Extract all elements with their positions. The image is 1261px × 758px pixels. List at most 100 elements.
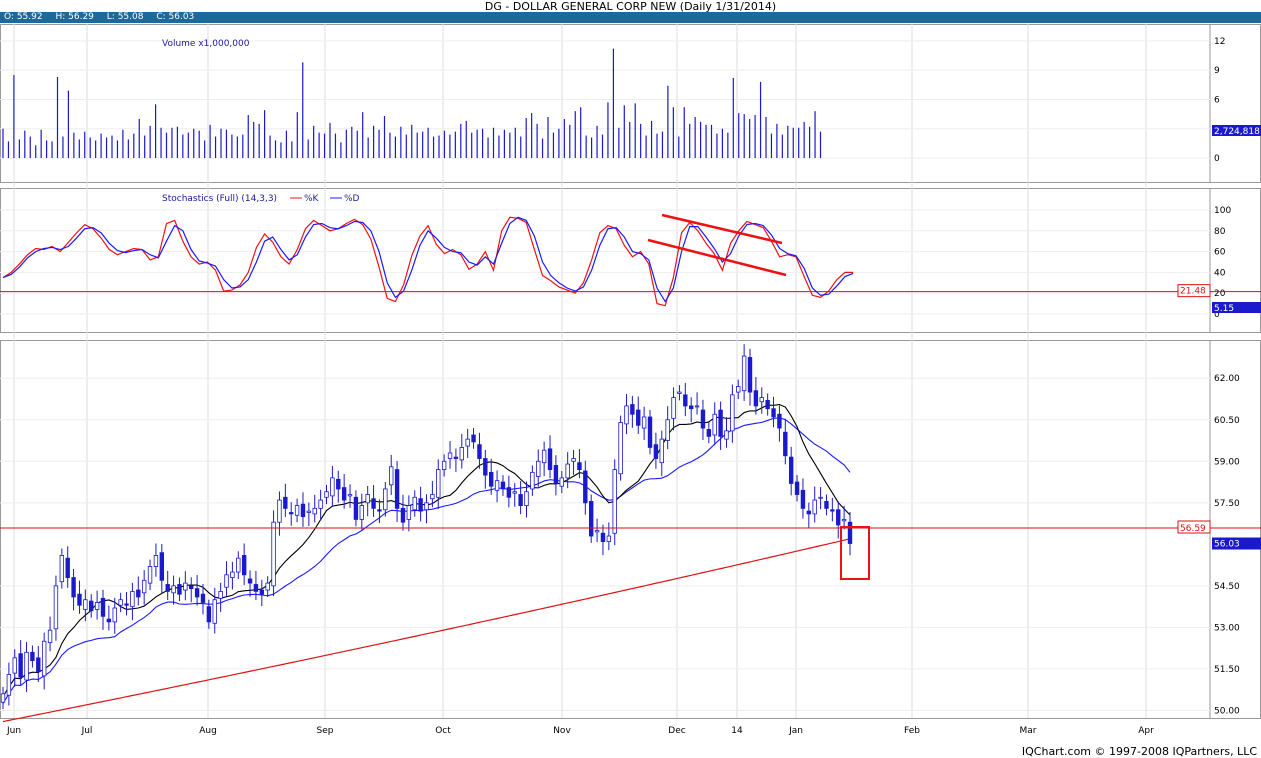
candle-body <box>247 578 253 584</box>
candle-body <box>571 458 576 462</box>
volume-y-tick: 12 <box>1214 37 1225 47</box>
x-tick-label: Oct <box>435 726 451 736</box>
candle-body <box>530 471 535 490</box>
candle-body <box>500 481 506 490</box>
candle-body <box>641 416 647 429</box>
price-last-value: 56.03 <box>1214 540 1240 550</box>
candle-body <box>53 585 59 630</box>
candle-body <box>541 449 547 464</box>
candle-body <box>718 409 723 437</box>
candle-body <box>577 462 582 470</box>
candle-body <box>506 487 512 498</box>
candle-body <box>336 478 341 490</box>
candle-body <box>836 509 841 526</box>
candle-body <box>253 584 259 592</box>
candle-body <box>224 574 229 588</box>
volume-y-tick: 6 <box>1214 95 1220 105</box>
x-tick-label: Jun <box>6 726 21 736</box>
stoch-y-tick: 100 <box>1214 206 1231 216</box>
ma-fast-line <box>2 403 851 697</box>
close-value: C: 56.03 <box>156 12 195 22</box>
candle-body <box>536 460 541 477</box>
x-tick-label: Dec <box>668 726 685 736</box>
candle-body <box>665 419 670 441</box>
candle-body <box>771 408 776 418</box>
candle-body <box>394 469 400 509</box>
candle-body <box>212 599 217 624</box>
highlight-box <box>840 526 870 580</box>
candle-body <box>847 521 853 544</box>
candle-body <box>347 494 353 497</box>
stoch-k-line <box>2 216 854 307</box>
candle-body <box>824 501 829 509</box>
stoch-y-tick: 20 <box>1214 289 1226 299</box>
candle-body <box>630 404 635 415</box>
candle-body <box>477 444 482 459</box>
candle-body <box>189 585 194 590</box>
stoch-y-tick: 80 <box>1214 227 1226 237</box>
candle-body <box>753 390 759 407</box>
candle-body <box>371 498 376 509</box>
candle-body <box>194 588 200 598</box>
x-tick-label: Jan <box>788 726 803 736</box>
price-y-tick: 59.00 <box>1214 457 1240 467</box>
candle-body <box>24 651 29 681</box>
candle-body <box>406 505 412 520</box>
candle-body <box>12 657 17 674</box>
volume-panel-label: Volume x1,000,000 <box>162 39 250 49</box>
candle-body <box>18 653 23 678</box>
candle-body <box>400 507 406 523</box>
stoch-y-tick: 40 <box>1214 268 1226 278</box>
candle-body <box>47 629 53 644</box>
candle-body <box>788 456 794 484</box>
candle-body <box>359 505 364 520</box>
x-tick-label: Sep <box>317 726 334 736</box>
candle-body <box>206 606 212 623</box>
k-legend-label: %K <box>304 194 320 204</box>
candle-body <box>118 599 123 606</box>
price-y-tick: 53.00 <box>1214 623 1240 633</box>
price-last-badge <box>1212 537 1261 550</box>
candle-body <box>306 510 312 513</box>
stoch-y-tick: 60 <box>1214 248 1226 258</box>
stoch-y-tick: 0 <box>1214 310 1220 320</box>
price-ref-badge <box>1177 520 1211 534</box>
candle-body <box>71 577 76 598</box>
candle-body <box>153 555 159 567</box>
candle-body <box>65 557 70 578</box>
candle-body <box>41 640 47 677</box>
candle-body <box>818 496 823 499</box>
candle-body <box>283 496 288 509</box>
candle-body <box>77 593 82 606</box>
volume-y-tick: 0 <box>1214 154 1220 164</box>
candle-body <box>441 460 447 470</box>
open-value: O: 55.92 <box>4 12 43 22</box>
candle-body <box>830 509 835 512</box>
volume-last-value: 2,724,818 <box>1214 127 1260 137</box>
candle-body <box>483 458 488 476</box>
high-value: H: 56.29 <box>55 12 94 22</box>
copyright-footer: IQChart.com © 1997-2008 IQPartners, LLC <box>1021 745 1257 758</box>
candle-body <box>559 477 564 487</box>
candle-body <box>700 409 706 429</box>
volume-y-tick: 9 <box>1214 66 1220 76</box>
candle-body <box>783 431 788 457</box>
candle-body <box>465 438 470 447</box>
candle-body <box>624 405 629 425</box>
candle-body <box>130 591 135 608</box>
candle-body <box>124 603 129 606</box>
candle-body <box>806 510 812 515</box>
candle-body <box>312 507 317 515</box>
candle-body <box>159 552 165 581</box>
price-ref-value: 56.59 <box>1180 524 1206 534</box>
candle-body <box>289 512 294 515</box>
candle-body <box>259 589 265 595</box>
candle-body <box>412 496 417 511</box>
price-y-tick: 62.00 <box>1214 374 1240 384</box>
candle-body <box>353 496 359 520</box>
candle-body <box>177 584 182 595</box>
candle-body <box>812 499 817 515</box>
candle-body <box>377 509 382 512</box>
price-y-tick: 57.50 <box>1214 499 1240 509</box>
candle-body <box>553 465 559 484</box>
